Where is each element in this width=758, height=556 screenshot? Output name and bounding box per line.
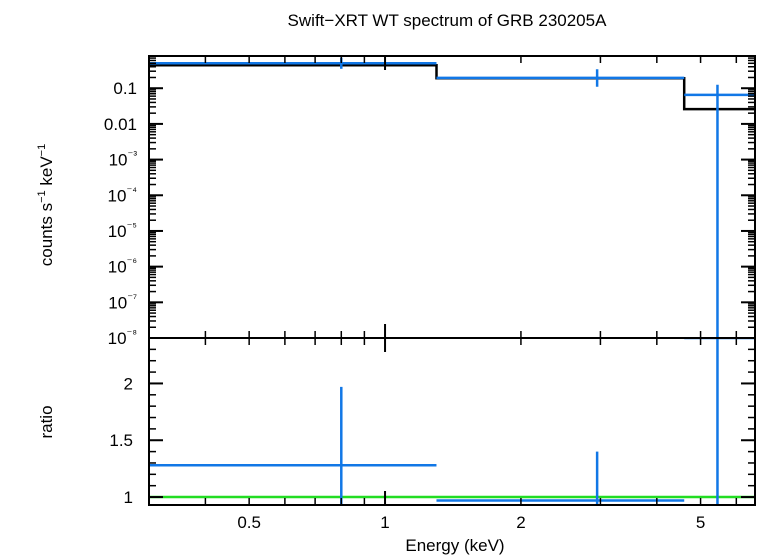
top-panel-y-axis-title: counts s−1 keV−1 (36, 144, 56, 266)
ratio-y-tick-label: 1.5 (109, 431, 133, 450)
spectrum-y-tick-label: 10⁻⁵ (108, 221, 137, 241)
spectrum-y-tick-label: 0.1 (113, 79, 137, 98)
spectrum-y-tick-label: 10⁻⁴ (108, 185, 138, 205)
spectrum-y-tick-label: 10⁻³ (109, 150, 138, 170)
ratio-panel: 0.5 1 2 5 1 1.5 2 (109, 337, 756, 532)
x-tick-label-2: 2 (516, 513, 525, 532)
ratio-y-tick-label: 2 (124, 374, 133, 393)
spectrum-panel-frame (148, 55, 756, 339)
spectrum-y-tick-label: 0.01 (104, 115, 137, 134)
x-axis-title: Energy (keV) (405, 536, 504, 555)
model-step-line (149, 64, 755, 111)
x-tick-label-1: 1 (380, 513, 389, 532)
x-tick-label-0.5: 0.5 (237, 513, 261, 532)
spectrum-panel: 0.1 0.01 10⁻³ 10⁻⁴ 10⁻⁵ 10⁻⁶ 10⁻⁷ 10⁻⁸ (104, 55, 756, 348)
spectrum-y-tick-label: 10⁻⁷ (108, 292, 137, 312)
ratio-series-group (149, 338, 755, 505)
spectrum-y-tick-label: 10⁻⁸ (108, 328, 137, 348)
spectrum-series-group (149, 57, 755, 338)
chart-title: Swift−XRT WT spectrum of GRB 230205A (288, 11, 608, 30)
bottom-panel-y-axis-title: ratio (37, 405, 56, 438)
spectrum-y-tick-label: 10⁻⁶ (108, 257, 137, 277)
ratio-panel-frame (148, 337, 756, 506)
x-tick-label-5: 5 (696, 513, 705, 532)
ratio-y-tick-label: 1 (124, 488, 133, 507)
